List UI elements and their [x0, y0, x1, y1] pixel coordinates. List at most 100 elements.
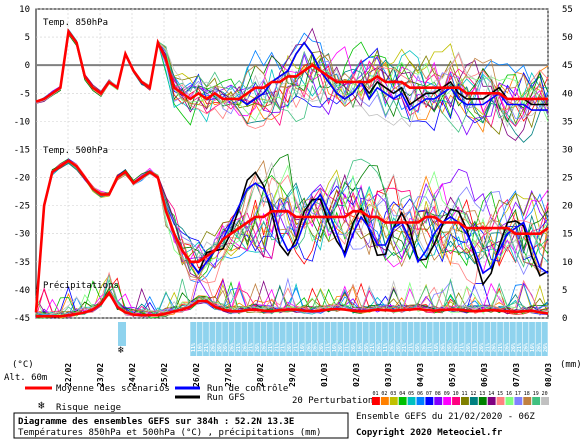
panel-label-850: Temp. 850hPa — [43, 18, 108, 28]
snow-risk-value: 21% — [345, 343, 351, 352]
perturbation-id: 04 — [399, 391, 405, 397]
snow-risk-cell — [446, 322, 452, 356]
snow-risk-cell — [311, 322, 318, 356]
snow-risk-cell — [452, 322, 459, 356]
snow-risk-cell — [241, 322, 248, 356]
snow-risk-cell — [203, 322, 209, 356]
snow-risk-cell — [388, 322, 395, 356]
y-left-tick: -10 — [14, 117, 30, 127]
y-right-tick: 5 — [562, 286, 567, 296]
y-left-tick: 5 — [25, 33, 30, 43]
y-left-tick: 0 — [25, 61, 30, 71]
x-date-label: 03/03 — [384, 363, 393, 387]
snow-risk-cell — [273, 322, 280, 356]
perturbation-swatch — [514, 397, 523, 405]
snow-risk-cell — [522, 322, 529, 356]
snow-risk-cell — [465, 322, 471, 356]
snow-risk-cell — [477, 322, 484, 356]
y-right-tick: 45 — [562, 61, 573, 71]
snow-risk-value: 21% — [402, 343, 408, 352]
y-right-tick: 30 — [562, 145, 573, 155]
snow-risk-cell — [516, 322, 523, 356]
snow-risk-bar: 11% 16% 21% 26% 26% 26% 26% 21% 26% 21% 26% 26% 21% 2… — [118, 322, 549, 356]
x-date-label: 01/03 — [320, 363, 329, 387]
perturbation-swatch — [380, 397, 389, 405]
snow-risk-cell — [401, 322, 408, 356]
snowflake-icon: ❄ — [118, 345, 125, 356]
snow-risk-value: 26% — [421, 343, 427, 352]
perturbation-id: 11 — [462, 391, 468, 397]
snow-risk-cell — [267, 322, 273, 356]
perturbation-swatch — [398, 397, 407, 405]
perturbation-swatch — [425, 397, 434, 405]
mean-850-line — [35, 28, 548, 103]
y-left-tick: -25 — [14, 202, 30, 212]
snow-risk-cell — [356, 322, 363, 356]
mean-precip-line — [36, 290, 549, 318]
copyright: Copyright 2020 Meteociel.fr — [356, 427, 503, 438]
snow-risk-value: 11% — [383, 343, 389, 352]
snow-risk-value: 21% — [249, 343, 255, 352]
x-date-label: 04/03 — [416, 363, 425, 387]
y-left-tick: -45 — [14, 314, 30, 324]
y-right-tick: 25 — [562, 174, 573, 184]
snow-risk-cell — [497, 322, 503, 356]
panel-label-500: Temp. 500hPa — [43, 146, 108, 156]
x-date-label: 26/02 — [192, 363, 201, 387]
snow-risk-cell — [286, 322, 292, 356]
snow-risk-value: 26% — [223, 343, 229, 352]
x-date-label: 28/02 — [256, 363, 265, 387]
title-box — [13, 412, 349, 439]
snow-risk-value: 16% — [357, 343, 363, 352]
legend-snow-label: Risque neige — [56, 403, 121, 413]
snow-risk-value: 21% — [472, 343, 478, 352]
perturbation-swatch — [461, 397, 469, 405]
snow-risk-value: 26% — [492, 343, 498, 352]
snow-risk-value: 16% — [530, 343, 536, 352]
snow-risk-cell — [247, 322, 254, 356]
snow-risk-value: 26% — [377, 343, 383, 352]
perturbation-id: 18 — [524, 391, 530, 397]
snow-risk-value: 26% — [351, 343, 357, 352]
legend-mean-label: Moyenne des scénarios — [56, 383, 170, 394]
snow-risk-cell — [426, 322, 433, 356]
snow-risk-value: 26% — [319, 343, 325, 352]
snow-risk-value: 26% — [338, 343, 344, 352]
y-right-tick: 10 — [562, 258, 573, 268]
snow-risk-value: 26% — [511, 343, 517, 352]
snow-risk-cell — [362, 322, 369, 356]
snow-risk-cell — [279, 322, 286, 356]
snow-risk-cell — [414, 322, 420, 356]
snowflake-icon: ❄ — [38, 399, 45, 412]
perturbation-id: 10 — [453, 391, 459, 397]
snow-risk-value: 26% — [255, 343, 261, 352]
x-date-label: 24/02 — [128, 363, 137, 387]
snow-risk-cell — [350, 322, 356, 356]
right-unit: (mm) — [560, 360, 582, 370]
snow-risk-cell — [343, 322, 350, 356]
x-date-label: 23/02 — [96, 363, 105, 387]
snow-risk-cell — [394, 322, 401, 356]
snow-risk-cell — [196, 322, 203, 356]
legend-perturb-label: 20 Perturbations — [292, 396, 379, 406]
perturbation-id: 01 — [373, 391, 379, 397]
perturbation-legend: 01 02 03 04 05 06 07 08 09 10 11 12 13 14 15 16 17 18 19 20 — [372, 391, 549, 405]
snow-risk-value: 21% — [428, 343, 434, 352]
perturbation-swatch — [496, 397, 505, 405]
chart-title: Diagramme des ensembles GEFS sur 384h : … — [18, 416, 294, 427]
snow-risk-value: 26% — [287, 343, 293, 352]
perturbation-swatch — [523, 397, 532, 405]
perturbation-swatch — [478, 397, 487, 405]
snow-risk-value: 26% — [441, 343, 447, 352]
perturbation-swatch — [416, 397, 425, 405]
snow-risk-cell — [375, 322, 382, 356]
plot-background — [35, 8, 549, 319]
snow-risk-cell — [369, 322, 376, 356]
snow-risk-value: 21% — [281, 343, 287, 352]
run-credit: Ensemble GEFS du 21/02/2020 - 06Z — [356, 412, 535, 422]
perturbation-swatch — [434, 397, 443, 405]
snow-risk-value: 26% — [364, 343, 370, 352]
axes: 1050-5-10-15-20-25-30-35-40-455550454035… — [14, 5, 573, 387]
snow-risk-cell — [222, 322, 229, 356]
snow-risk-value: 21% — [293, 343, 299, 352]
